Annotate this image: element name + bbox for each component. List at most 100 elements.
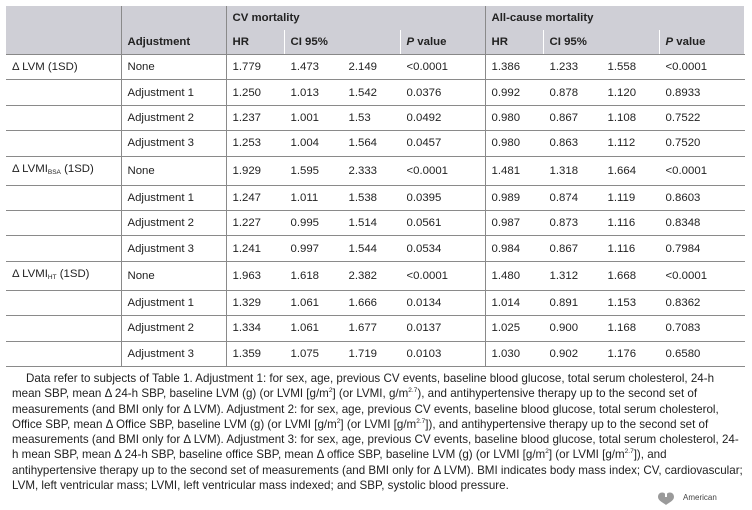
value-cell-ac-lo: 1.233	[543, 54, 602, 81]
value-cell-cv-lo: 1.011	[284, 185, 342, 211]
table-row: Δ LVMIBSA (1SD) None 1.929 1.595 2.333 <0.000…	[6, 156, 745, 186]
row-label-cell: Δ LVMIBSA (1SD)	[6, 156, 122, 186]
value-cell-cv-p: 0.0137	[400, 315, 486, 342]
value-cell-ac-p: 0.7984	[659, 235, 745, 262]
value-cell-ac-hr: 1.030	[485, 341, 544, 367]
footnote-sup: 2.7	[416, 417, 426, 425]
adjustment-cell: Adjustment 2	[121, 105, 227, 132]
value-cell-ac-p: <0.0001	[659, 54, 745, 81]
value-cell-ac-p: 0.8933	[659, 79, 745, 106]
row-label-cell	[6, 290, 122, 317]
value-cell-cv-hr: 1.253	[226, 130, 284, 157]
value-cell-cv-hr: 1.250	[226, 79, 284, 106]
value-cell-ac-hi: 1.558	[601, 54, 660, 81]
row-label-subscript: BSA	[47, 168, 61, 176]
value-cell-cv-p: 0.0534	[400, 235, 486, 262]
footnote-sup: 2	[328, 387, 333, 395]
value-cell-cv-p: <0.0001	[400, 261, 486, 291]
value-cell-ac-hi: 1.108	[601, 105, 660, 132]
table-row: Adjustment 3 1.253 1.004 1.564 0.0457 0.980 0.…	[6, 130, 745, 157]
value-cell-ac-lo: 0.902	[543, 341, 602, 367]
value-cell-ac-hr: 1.025	[485, 315, 544, 342]
value-cell-ac-hr: 0.987	[485, 210, 544, 237]
footnote-text: ), and antihypertensive therapy up to th…	[12, 387, 719, 431]
value-cell-ac-lo: 0.874	[543, 185, 602, 211]
value-cell-cv-hi: 2.149	[342, 54, 400, 81]
adjustment-cell: Adjustment 3	[121, 341, 227, 367]
value-cell-ac-p: 0.7083	[659, 315, 745, 342]
footnote-sup: 2	[545, 448, 549, 456]
value-cell-ac-lo: 0.900	[543, 315, 602, 342]
row-label-cell	[6, 185, 122, 211]
header-blank-3	[6, 30, 122, 55]
value-cell-ac-hr: 1.014	[485, 290, 544, 317]
header-ac-p: P value	[659, 30, 745, 55]
value-cell-ac-hi: 1.668	[601, 261, 660, 291]
value-cell-cv-hr: 1.359	[226, 341, 284, 367]
value-cell-cv-lo: 0.995	[284, 210, 342, 237]
value-cell-cv-p: 0.0103	[400, 341, 486, 367]
header-cv-mortality: CV mortality	[226, 6, 486, 30]
header-blank-2	[121, 6, 227, 30]
value-cell-cv-hi: 1.564	[342, 130, 400, 157]
value-cell-cv-hi: 1.542	[342, 79, 400, 106]
value-cell-ac-hr: 1.480	[485, 261, 544, 291]
value-cell-ac-hr: 0.980	[485, 105, 544, 132]
table-row: Δ LVMIHT (1SD) None 1.963 1.618 2.382 <0.0001…	[6, 261, 745, 291]
row-label-cell: Δ LVMIHT (1SD)	[6, 261, 122, 291]
row-label-cell: Δ LVM (1SD)	[6, 54, 122, 81]
header-cv-ci: CI 95%	[284, 30, 400, 55]
footnote-text: ] (or LVMI, g/m	[332, 387, 409, 401]
value-cell-ac-hi: 1.116	[601, 210, 660, 237]
row-label-cell	[6, 210, 122, 237]
value-cell-ac-lo: 0.873	[543, 210, 602, 237]
value-cell-ac-hi: 1.119	[601, 185, 660, 211]
adjustment-cell: Adjustment 1	[121, 79, 227, 106]
adjustment-cell: Adjustment 3	[121, 130, 227, 157]
p-rest: value	[414, 36, 447, 48]
p-italic: P	[665, 36, 674, 48]
value-cell-cv-hr: 1.237	[226, 105, 284, 132]
row-label-cell	[6, 105, 122, 132]
table-row: Δ LVM (1SD) None 1.779 1.473 2.149 <0.0001 1.3…	[6, 54, 745, 81]
value-cell-ac-hr: 0.989	[485, 185, 544, 211]
header-cv-hr: HR	[226, 30, 284, 55]
adjustment-cell: Adjustment 1	[121, 185, 227, 211]
header-adjustment: Adjustment	[121, 30, 227, 55]
value-cell-ac-hi: 1.120	[601, 79, 660, 106]
header-all-cause-mortality: All-cause mortality	[485, 6, 745, 30]
value-cell-cv-lo: 1.013	[284, 79, 342, 106]
heart-torch-icon	[658, 488, 674, 505]
value-cell-cv-hi: 1.538	[342, 185, 400, 211]
value-cell-cv-hi: 1.544	[342, 235, 400, 262]
table-row: Adjustment 1 1.247 1.011 1.538 0.0395 0.989 0.…	[6, 185, 745, 211]
value-cell-ac-lo: 0.867	[543, 105, 602, 132]
logo-text: American	[683, 493, 717, 502]
value-cell-ac-lo: 1.318	[543, 156, 602, 186]
footnote-sup: 2.7	[408, 387, 418, 395]
table-row: Adjustment 2 1.334 1.061 1.677 0.0137 1.025 0.…	[6, 315, 745, 342]
header-cv-p: P value	[400, 30, 486, 55]
row-label: Δ LVM (1SD)	[12, 61, 78, 74]
footnote-text: ]), and antihypertensive therapy up to t…	[12, 417, 739, 462]
value-cell-ac-p: 0.6580	[659, 341, 745, 367]
value-cell-ac-p: 0.8362	[659, 290, 745, 317]
value-cell-ac-p: 0.7522	[659, 105, 745, 132]
value-cell-cv-hi: 1.53	[342, 105, 400, 132]
value-cell-cv-hr: 1.247	[226, 185, 284, 211]
value-cell-cv-hr: 1.241	[226, 235, 284, 262]
value-cell-cv-hr: 1.929	[226, 156, 284, 186]
value-cell-ac-lo: 0.878	[543, 79, 602, 106]
results-table: CV mortality All-cause mortality Adjustm…	[6, 6, 745, 367]
value-cell-cv-hi: 1.514	[342, 210, 400, 237]
value-cell-cv-lo: 1.004	[284, 130, 342, 157]
adjustment-cell: None	[121, 261, 227, 291]
value-cell-cv-hr: 1.963	[226, 261, 284, 291]
adjustment-cell: Adjustment 2	[121, 210, 227, 237]
p-rest: value	[673, 36, 706, 48]
row-label: Δ LVMI	[12, 267, 48, 280]
value-cell-ac-hi: 1.176	[601, 341, 660, 367]
value-cell-cv-p: 0.0134	[400, 290, 486, 317]
table-row: Adjustment 1 1.250 1.013 1.542 0.0376 0.992 0.…	[6, 79, 745, 106]
footnote-text: ] (or LVMI [g/m	[340, 417, 417, 431]
